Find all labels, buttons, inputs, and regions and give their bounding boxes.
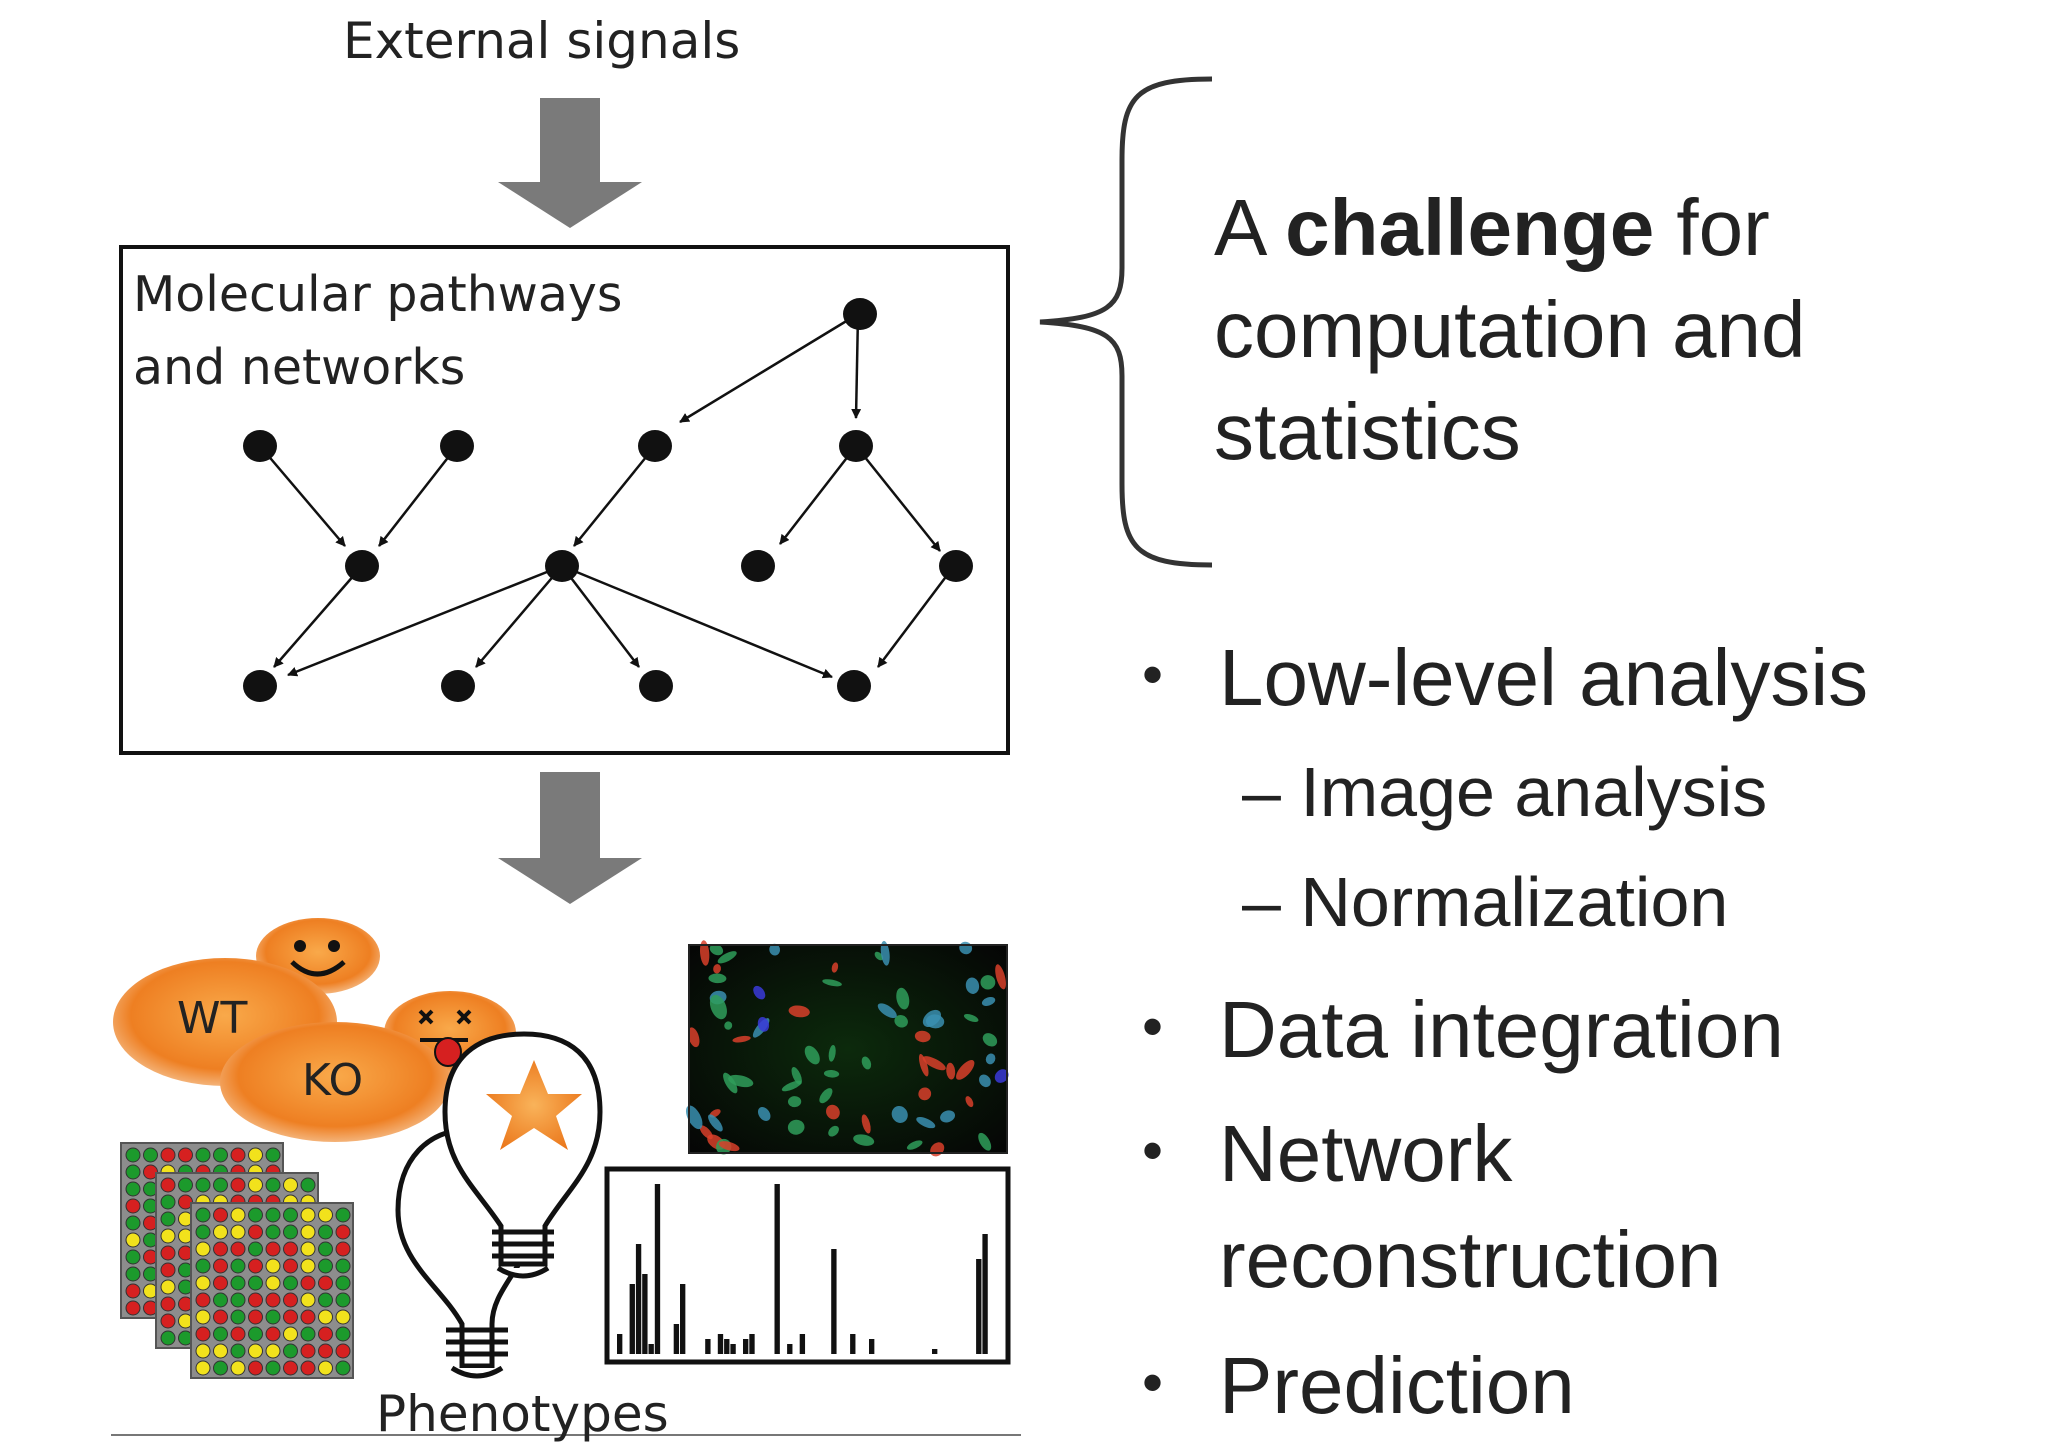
curly-brace: [1039, 76, 1213, 568]
challenge-suffix: for: [1654, 183, 1770, 272]
edge: [679, 312, 859, 424]
edge: [855, 445, 941, 552]
ko-label: KO: [302, 1055, 364, 1106]
edge: [273, 565, 363, 668]
bullet-dot: •: [1142, 1349, 1164, 1416]
microarray-grid: [190, 1202, 354, 1379]
node: [741, 550, 775, 582]
bar: [749, 1334, 755, 1354]
challenge-prefix: A: [1214, 183, 1286, 272]
bar: [850, 1334, 856, 1354]
smiley-face-icon: [290, 940, 346, 977]
network-edges: [259, 312, 955, 679]
node: [345, 550, 379, 582]
node: [839, 430, 873, 462]
bullet-dot: •: [1142, 993, 1164, 1060]
bar: [831, 1249, 837, 1354]
bar: [680, 1284, 686, 1354]
edge: [877, 565, 955, 668]
bar: [617, 1334, 623, 1354]
bar: [730, 1344, 736, 1354]
bar: [648, 1344, 654, 1354]
bar: [787, 1344, 793, 1354]
microarray-stack: [120, 1142, 354, 1379]
bar: [654, 1184, 661, 1354]
bar: [869, 1339, 875, 1354]
bar: [982, 1234, 988, 1354]
node: [639, 670, 673, 702]
phenotypes-label: Phenotypes: [376, 1385, 669, 1443]
bar: [629, 1284, 635, 1354]
bullet-data-integration: Data integration: [1219, 985, 1784, 1074]
edge: [561, 565, 640, 668]
bullet-dot: •: [1142, 1117, 1164, 1184]
bullet-prediction: Prediction: [1219, 1341, 1575, 1430]
sub-bullet-image: – Image analysis: [1242, 753, 1768, 831]
sub-bullet-normalization: – Normalization: [1242, 863, 1729, 941]
edge: [259, 445, 346, 547]
bar: [717, 1334, 724, 1354]
challenge-line1: A challenge for: [1214, 182, 1770, 274]
edge: [287, 564, 563, 677]
network-nodes: [243, 298, 973, 702]
challenge-line2: computation and: [1214, 285, 1806, 374]
node: [545, 550, 579, 582]
node: [440, 430, 474, 462]
edge: [561, 564, 833, 679]
node: [837, 670, 871, 702]
bullet-dot: •: [1142, 641, 1164, 708]
challenge-emphasis: challenge: [1285, 183, 1655, 272]
lightbulb-icon: [442, 1031, 603, 1279]
cell-group: [113, 918, 516, 1142]
star-icon: [486, 1060, 582, 1150]
bar: [774, 1184, 780, 1354]
box-label-line1: Molecular pathways: [133, 266, 623, 323]
bar: [635, 1244, 642, 1354]
external-signals-label: External signals: [343, 12, 741, 70]
down-arrow-middle: [498, 772, 642, 904]
node: [939, 550, 973, 582]
edge: [779, 445, 857, 545]
node: [638, 430, 672, 462]
dead-face-icon: [418, 1009, 472, 1067]
bar: [743, 1339, 749, 1354]
edge: [573, 445, 656, 547]
bar: [705, 1339, 711, 1354]
box-label-line2: and networks: [133, 339, 466, 396]
ko-cell: [220, 1022, 450, 1142]
bar: [932, 1349, 938, 1354]
node: [243, 670, 277, 702]
bar-plot-icon: [604, 1166, 1011, 1365]
wt-label: WT: [177, 993, 248, 1044]
bullet-network: Network: [1219, 1109, 1513, 1198]
edge: [851, 313, 862, 419]
bar: [673, 1324, 680, 1354]
node: [441, 670, 475, 702]
bar: [724, 1339, 730, 1354]
challenge-line3: statistics: [1214, 387, 1521, 476]
bar: [799, 1334, 806, 1354]
edge: [378, 445, 458, 547]
node: [843, 298, 877, 330]
network-box: [119, 245, 1010, 755]
microscopy-image: [685, 940, 1009, 1157]
bar: [642, 1274, 648, 1354]
bar: [976, 1259, 982, 1354]
edge: [475, 565, 563, 668]
node: [243, 430, 277, 462]
down-arrow-top: [498, 98, 642, 228]
bullet-low-level: Low-level analysis: [1219, 633, 1869, 722]
bullet-network-continuation: reconstruction: [1219, 1215, 1722, 1304]
